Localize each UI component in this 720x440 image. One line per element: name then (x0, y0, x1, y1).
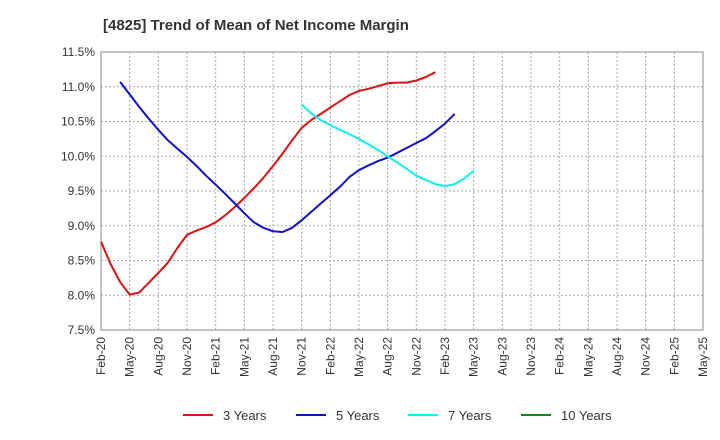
legend: 3 Years 5 Years 7 Years 10 Years (183, 408, 612, 423)
y-tick-label: 8.0% (68, 288, 96, 302)
y-tick-label: 10.0% (61, 149, 95, 163)
y-tick-label: 8.5% (68, 254, 96, 268)
x-tick-label: May-24 (581, 337, 595, 377)
legend-label: 3 Years (223, 408, 267, 423)
x-tick-label: May-20 (123, 337, 137, 377)
y-tick-label: 7.5% (68, 323, 96, 337)
x-tick-label: Feb-25 (667, 337, 681, 375)
legend-label: 10 Years (561, 408, 612, 423)
x-tick-label: May-21 (237, 337, 251, 377)
x-tick-label: Aug-22 (381, 337, 395, 376)
x-tick-label: Aug-23 (495, 337, 509, 376)
x-tick-label: May-22 (352, 337, 366, 377)
y-tick-label: 11.5% (62, 45, 95, 59)
x-tick-label: Nov-22 (409, 337, 423, 376)
x-tick-label: Feb-22 (323, 337, 337, 375)
x-tick-label: May-25 (696, 337, 710, 377)
x-tick-label: Nov-24 (639, 337, 653, 376)
x-tick-label: Aug-24 (610, 337, 624, 376)
x-tick-label: Nov-20 (180, 337, 194, 376)
y-tick-label: 10.5% (61, 115, 95, 129)
x-tick-label: Feb-20 (94, 337, 108, 375)
y-tick-label: 11.0% (62, 80, 95, 94)
x-axis-ticks: Feb-20 May-20 Aug-20 Nov-20 Feb-21 May-21 Aug-… (94, 337, 710, 377)
x-tick-label: Nov-23 (524, 337, 538, 376)
x-tick-label: Feb-23 (438, 337, 452, 375)
series-line-5-years (119, 81, 456, 233)
legend-label: 5 Years (336, 408, 380, 423)
legend-label: 7 Years (448, 408, 492, 423)
x-tick-label: Feb-24 (553, 337, 567, 375)
y-tick-label: 9.0% (68, 219, 96, 233)
x-tick-label: Aug-21 (266, 337, 280, 376)
chart-title: [4825] Trend of Mean of Net Income Margi… (103, 17, 409, 34)
y-axis-ticks: 7.5% 8.0% 8.5% 9.0% 9.5% 10.0% 10.5% 11.0% 11.5% (61, 45, 95, 337)
x-tick-label: Nov-21 (295, 337, 309, 376)
series-line-3-years (100, 71, 436, 296)
x-tick-label: Aug-20 (151, 337, 165, 376)
series-line-7-years (301, 104, 475, 188)
plot-frame (100, 51, 704, 331)
series-lines (100, 71, 475, 296)
x-tick-label: Feb-21 (209, 337, 223, 375)
y-tick-label: 9.5% (68, 184, 96, 198)
x-tick-label: May-23 (467, 337, 481, 377)
